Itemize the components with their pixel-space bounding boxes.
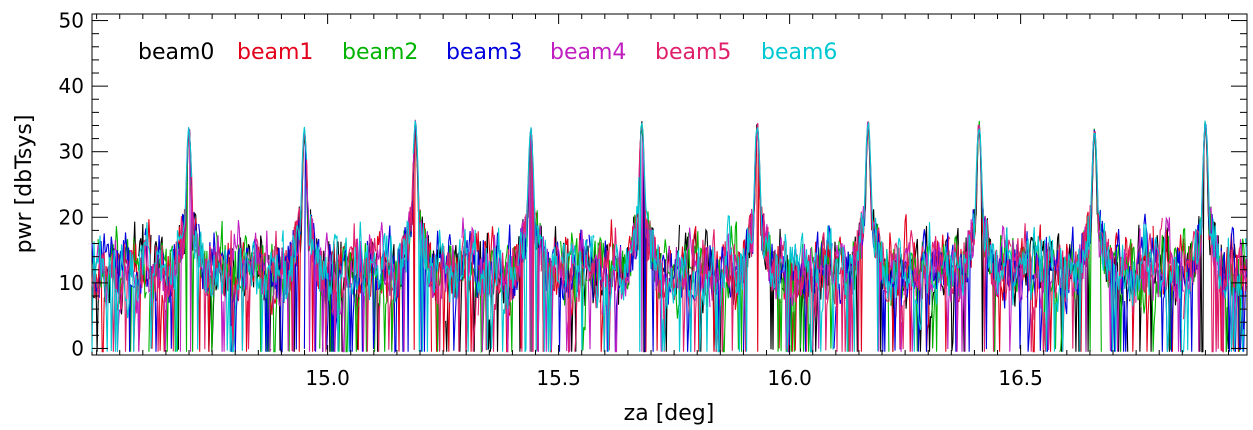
axes-layer: 15.0 15.5 16.0 16.5 0 10 20 30 40 50 bbox=[59, 9, 1247, 390]
x-tick-label: 16.0 bbox=[767, 366, 812, 390]
legend-entry: beam0 bbox=[138, 40, 214, 65]
legend-entry: beam2 bbox=[342, 40, 418, 65]
legend-entry: beam3 bbox=[446, 40, 522, 65]
legend-entry: beam4 bbox=[550, 40, 626, 65]
legend-entry: beam5 bbox=[655, 40, 731, 65]
legend-entry: beam1 bbox=[237, 40, 313, 65]
x-tick-label: 15.5 bbox=[536, 366, 581, 390]
y-tick-label: 40 bbox=[59, 74, 84, 98]
y-axis-label: pwr [dbTsys] bbox=[12, 115, 37, 254]
y-tick-label: 50 bbox=[59, 9, 84, 33]
y-tick-label: 0 bbox=[71, 336, 84, 360]
plot-frame bbox=[91, 13, 1248, 356]
legend-entry: beam6 bbox=[761, 40, 837, 65]
x-axis-label: za [deg] bbox=[624, 401, 715, 426]
series-layer bbox=[91, 119, 1248, 354]
legend: beam0 beam1 beam2 beam3 beam4 beam5 beam6 bbox=[138, 40, 837, 65]
series-line-beam6 bbox=[91, 120, 1248, 353]
x-tick-label: 16.5 bbox=[998, 366, 1043, 390]
y-tick-label: 10 bbox=[59, 271, 84, 295]
y-tick-label: 20 bbox=[59, 205, 84, 229]
y-tick-label: 30 bbox=[59, 140, 84, 164]
x-tick-label: 15.0 bbox=[305, 366, 350, 390]
